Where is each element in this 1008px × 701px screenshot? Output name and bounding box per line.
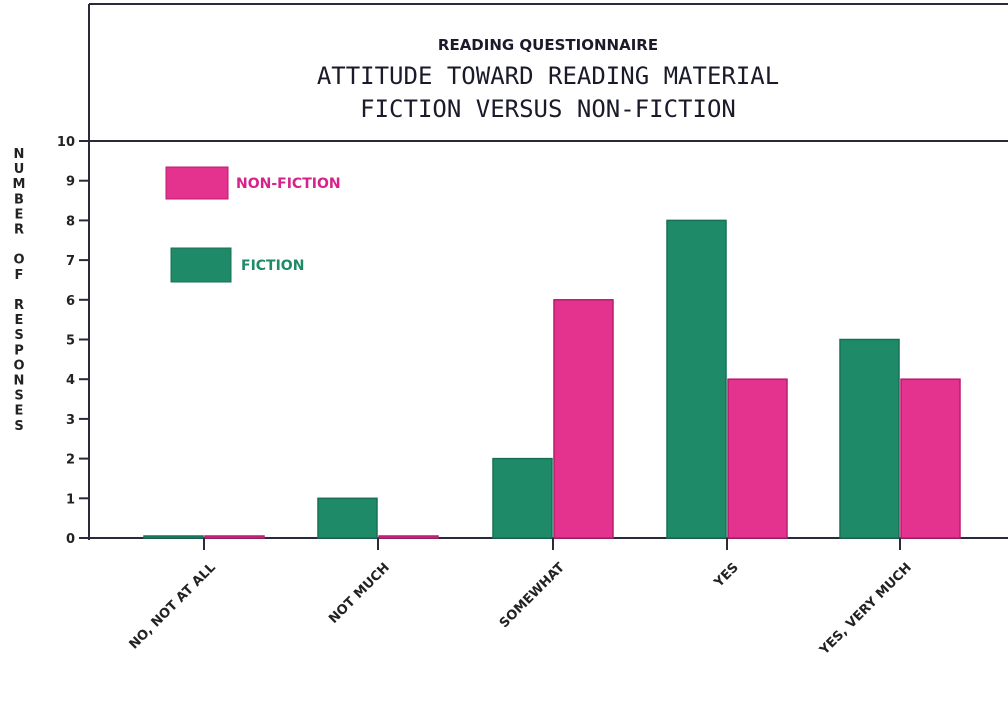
x-category-label: YES, VERY MUCH bbox=[816, 560, 914, 658]
bar-non-fiction-4 bbox=[727, 378, 788, 539]
y-tick-label: 8 bbox=[66, 214, 75, 229]
y-tick-label: 9 bbox=[66, 175, 75, 190]
bar-non-fiction-5 bbox=[900, 378, 961, 539]
bars-group bbox=[143, 219, 961, 539]
x-category-label: NOT MUCH bbox=[326, 560, 393, 627]
bar-fiction-2 bbox=[317, 497, 378, 539]
y-axis-label-letter: R bbox=[14, 298, 24, 313]
bar-non-fiction-2 bbox=[378, 535, 439, 539]
y-tick-label: 0 bbox=[66, 532, 75, 547]
y-axis-label-letter: O bbox=[13, 253, 24, 268]
x-category-label: YES bbox=[711, 560, 742, 591]
y-axis-label-letter: S bbox=[14, 419, 23, 434]
bar-non-fiction-1 bbox=[204, 535, 265, 539]
bar-fiction-4 bbox=[666, 219, 727, 539]
y-tick-label: 6 bbox=[66, 294, 75, 309]
y-axis-label-letter: U bbox=[14, 162, 25, 177]
y-axis-label-letter: S bbox=[14, 328, 23, 343]
chart-supertitle: READING QUESTIONNAIRE bbox=[438, 36, 658, 54]
y-axis-label-letter: B bbox=[14, 192, 24, 207]
y-axis-label-letter: S bbox=[14, 389, 23, 404]
y-tick-label: 4 bbox=[66, 373, 75, 388]
x-category-label: NO, NOT AT ALL bbox=[127, 560, 219, 652]
x-category-label: SOMEWHAT bbox=[497, 560, 568, 631]
y-tick-label: 10 bbox=[57, 135, 75, 150]
bar-fiction-5 bbox=[839, 338, 900, 539]
legend-swatch-fiction bbox=[170, 247, 232, 283]
bar-fiction-1 bbox=[143, 535, 204, 539]
y-axis-label-letter: F bbox=[15, 268, 24, 283]
y-tick-label: 2 bbox=[66, 453, 75, 468]
y-tick-label: 5 bbox=[66, 334, 75, 349]
y-axis-label-letter: P bbox=[14, 343, 24, 358]
y-axis-label-letter: N bbox=[14, 147, 25, 162]
y-tick-label: 3 bbox=[66, 413, 75, 428]
y-axis-label-letter: M bbox=[13, 177, 26, 192]
legend-swatch-non-fiction bbox=[165, 166, 229, 200]
y-tick-label: 7 bbox=[66, 254, 75, 269]
y-axis-label-letter: R bbox=[14, 223, 24, 238]
y-axis-label-letter: E bbox=[15, 404, 24, 419]
y-axis-label-letter: E bbox=[15, 313, 24, 328]
bar-non-fiction-3 bbox=[553, 299, 614, 539]
chart-title: ATTITUDE TOWARD READING MATERIAL bbox=[317, 62, 779, 90]
chart-subtitle: FICTION VERSUS NON-FICTION bbox=[360, 95, 736, 123]
y-axis-label-letter: O bbox=[13, 358, 24, 373]
y-axis-label-letter: N bbox=[14, 374, 25, 389]
category-labels-group: NO, NOT AT ALL NOT MUCH SOMEWHAT YES YES, VE… bbox=[127, 538, 915, 659]
y-axis-label-letter: E bbox=[15, 207, 24, 222]
bar-fiction-3 bbox=[492, 457, 553, 539]
y-tick-label: 1 bbox=[66, 492, 75, 507]
legend-label-non-fiction: NON-FICTION bbox=[236, 176, 341, 192]
legend-label-fiction: FICTION bbox=[241, 258, 304, 274]
